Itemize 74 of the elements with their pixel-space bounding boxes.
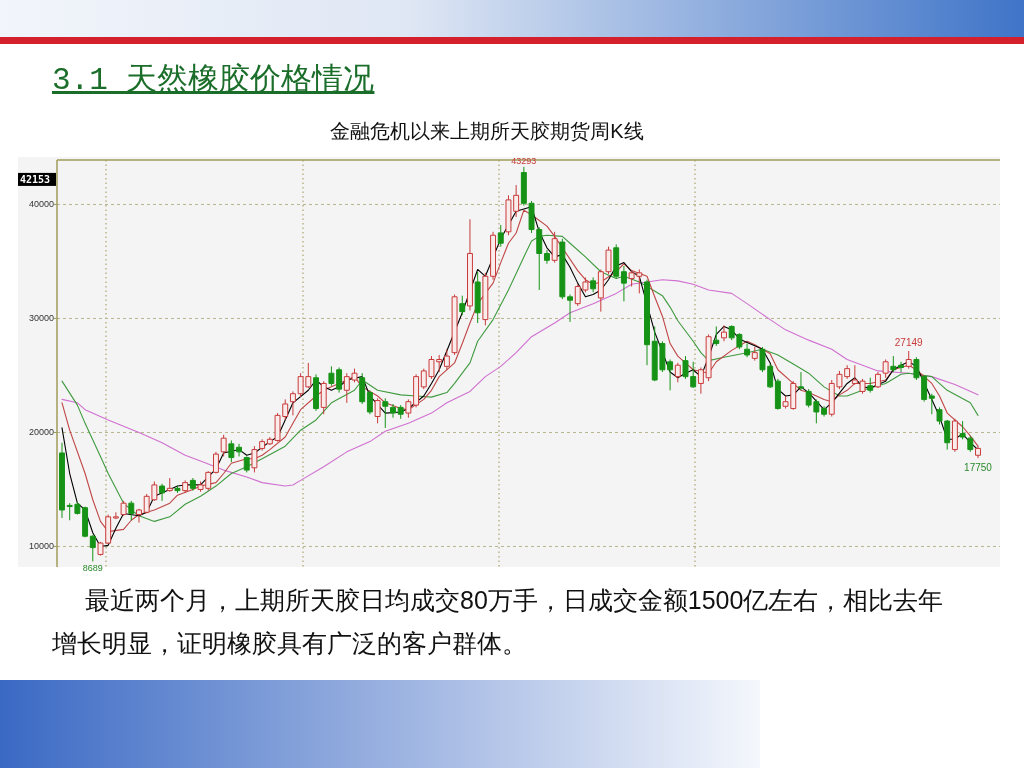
candlestick	[405, 398, 412, 419]
candlestick	[713, 325, 720, 347]
text: 最近两个月，上期所天胶日均成交80万手，日成交金额1500亿左右，相比去年增长明显，证明橡胶具有广泛的客户群体。	[52, 585, 945, 659]
candlestick	[590, 276, 597, 293]
candlestick	[451, 294, 458, 356]
candlestick	[313, 373, 319, 412]
candlestick	[413, 373, 420, 408]
candlestick	[928, 393, 935, 415]
candlestick	[112, 511, 119, 520]
candlestick	[251, 445, 258, 473]
candlestick	[821, 405, 828, 418]
candlestick	[905, 350, 912, 370]
candlestick	[259, 438, 266, 452]
candlestick	[967, 435, 974, 453]
candlestick	[620, 265, 627, 302]
candlestick	[721, 324, 727, 342]
candlestick	[490, 231, 497, 281]
candlestick	[959, 420, 966, 440]
candlestick	[551, 231, 558, 264]
candlestick	[890, 355, 897, 373]
y-tick-label: 20000	[28, 427, 54, 438]
annotation: 27149	[894, 336, 924, 348]
candlestick	[366, 389, 373, 415]
candlestick	[613, 243, 620, 280]
candlestick	[474, 271, 481, 324]
candlestick	[867, 377, 874, 394]
candlestick	[59, 442, 65, 519]
candlestick	[320, 380, 327, 415]
candlestick	[212, 451, 219, 475]
chart-subtitle: 金融危机以来上期所天胶期货周K线	[329, 119, 645, 144]
annotation: 8689	[82, 563, 103, 574]
candlestick	[497, 224, 504, 248]
candlestick	[236, 443, 243, 457]
candlestick	[390, 403, 396, 419]
candlestick	[443, 348, 450, 371]
candlestick	[482, 272, 489, 326]
candlestick	[159, 483, 166, 502]
candlestick	[774, 378, 781, 411]
candlestick	[951, 418, 958, 453]
candlestick	[120, 500, 127, 517]
candlestick	[220, 434, 227, 457]
y-tick-label: 10000	[28, 541, 54, 552]
candlestick	[567, 294, 573, 323]
candlestick	[128, 500, 135, 521]
candlestick	[898, 361, 904, 373]
candlestick	[459, 295, 466, 316]
candlestick	[228, 439, 235, 463]
annotation: 42153	[20, 174, 51, 186]
candlestick	[243, 455, 250, 473]
candlestick	[882, 359, 889, 379]
candlestick	[174, 485, 181, 494]
candlestick	[359, 372, 366, 405]
candlestick	[189, 477, 196, 492]
candlestick	[559, 238, 566, 300]
candlestick	[136, 508, 142, 524]
candlestick	[744, 343, 751, 358]
candlestick	[797, 371, 804, 391]
candlestick	[374, 397, 381, 424]
candlestick	[289, 390, 296, 416]
candlestick	[166, 477, 173, 493]
candlestick	[89, 534, 96, 562]
candlestick	[182, 479, 189, 494]
candlestick	[674, 362, 681, 383]
candlestick	[382, 397, 389, 429]
y-tick-label: 30000	[28, 313, 54, 324]
candlestick	[644, 279, 650, 366]
annotation: 17750	[964, 462, 993, 474]
candlestick	[874, 371, 881, 389]
candlestick	[397, 404, 404, 420]
chart-title: 3.1 天然橡胶价格情况	[52, 62, 375, 100]
candlestick	[543, 249, 550, 265]
y-tick-label: 40000	[28, 199, 54, 210]
candlestick	[751, 346, 758, 362]
candlestick	[467, 218, 473, 311]
